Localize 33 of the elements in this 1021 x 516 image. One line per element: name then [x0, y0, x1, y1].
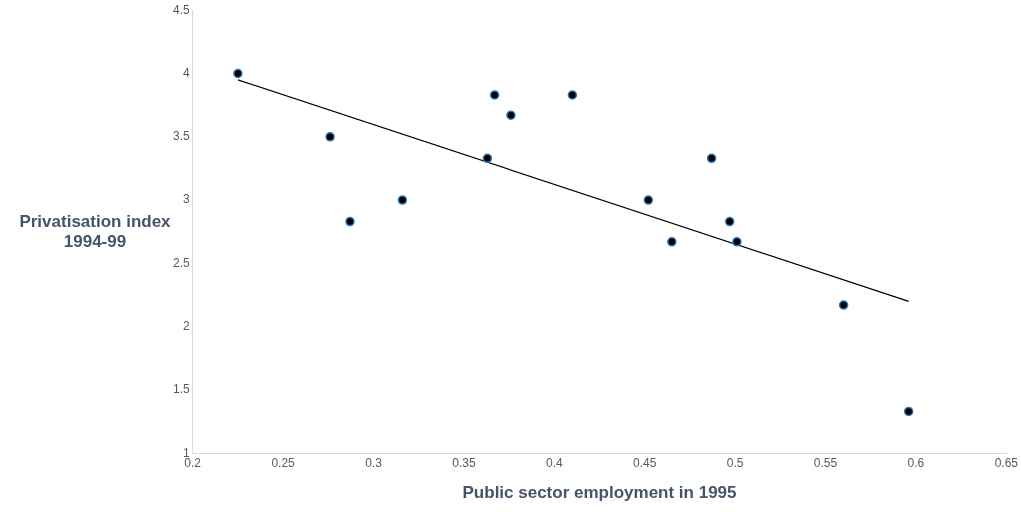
point: [506, 110, 516, 120]
point: [325, 132, 335, 142]
y-tick-label: 4: [182, 65, 190, 80]
y-tick-label: 1.5: [172, 382, 190, 397]
y-tick-label: 2.5: [172, 255, 190, 270]
y-tick-label: 2: [182, 318, 190, 333]
x-tick-label: 0.25: [271, 455, 296, 470]
point: [567, 90, 578, 100]
y-axis-title: Privatisation index 1994-99: [18, 212, 172, 252]
point: [233, 68, 243, 79]
point: [706, 153, 717, 164]
point: [643, 195, 654, 205]
point: [903, 406, 914, 417]
point: [482, 153, 493, 164]
point: [397, 195, 408, 205]
point: [732, 237, 742, 247]
y-tick-label: 3.5: [172, 129, 190, 144]
point: [345, 216, 355, 227]
point: [724, 216, 735, 227]
y-tick-label: 3: [182, 192, 190, 207]
x-tick-label: 0.5: [726, 455, 744, 470]
point: [667, 237, 677, 247]
y-tick-label: 4.5: [172, 2, 190, 17]
point: [489, 90, 500, 100]
x-tick-label: 0.55: [813, 455, 838, 470]
x-tick-label: 0.45: [633, 455, 657, 470]
point: [838, 300, 849, 310]
x-tick-label: 0.65: [994, 455, 1019, 470]
x-tick-label: 0.6: [907, 455, 925, 470]
x-tick-label: 0.35: [452, 455, 476, 470]
x-tick-label: 0.4: [545, 455, 563, 470]
x-axis-title: Public sector employment in 1995: [462, 483, 737, 503]
x-tick-label: 0.3: [365, 455, 383, 470]
